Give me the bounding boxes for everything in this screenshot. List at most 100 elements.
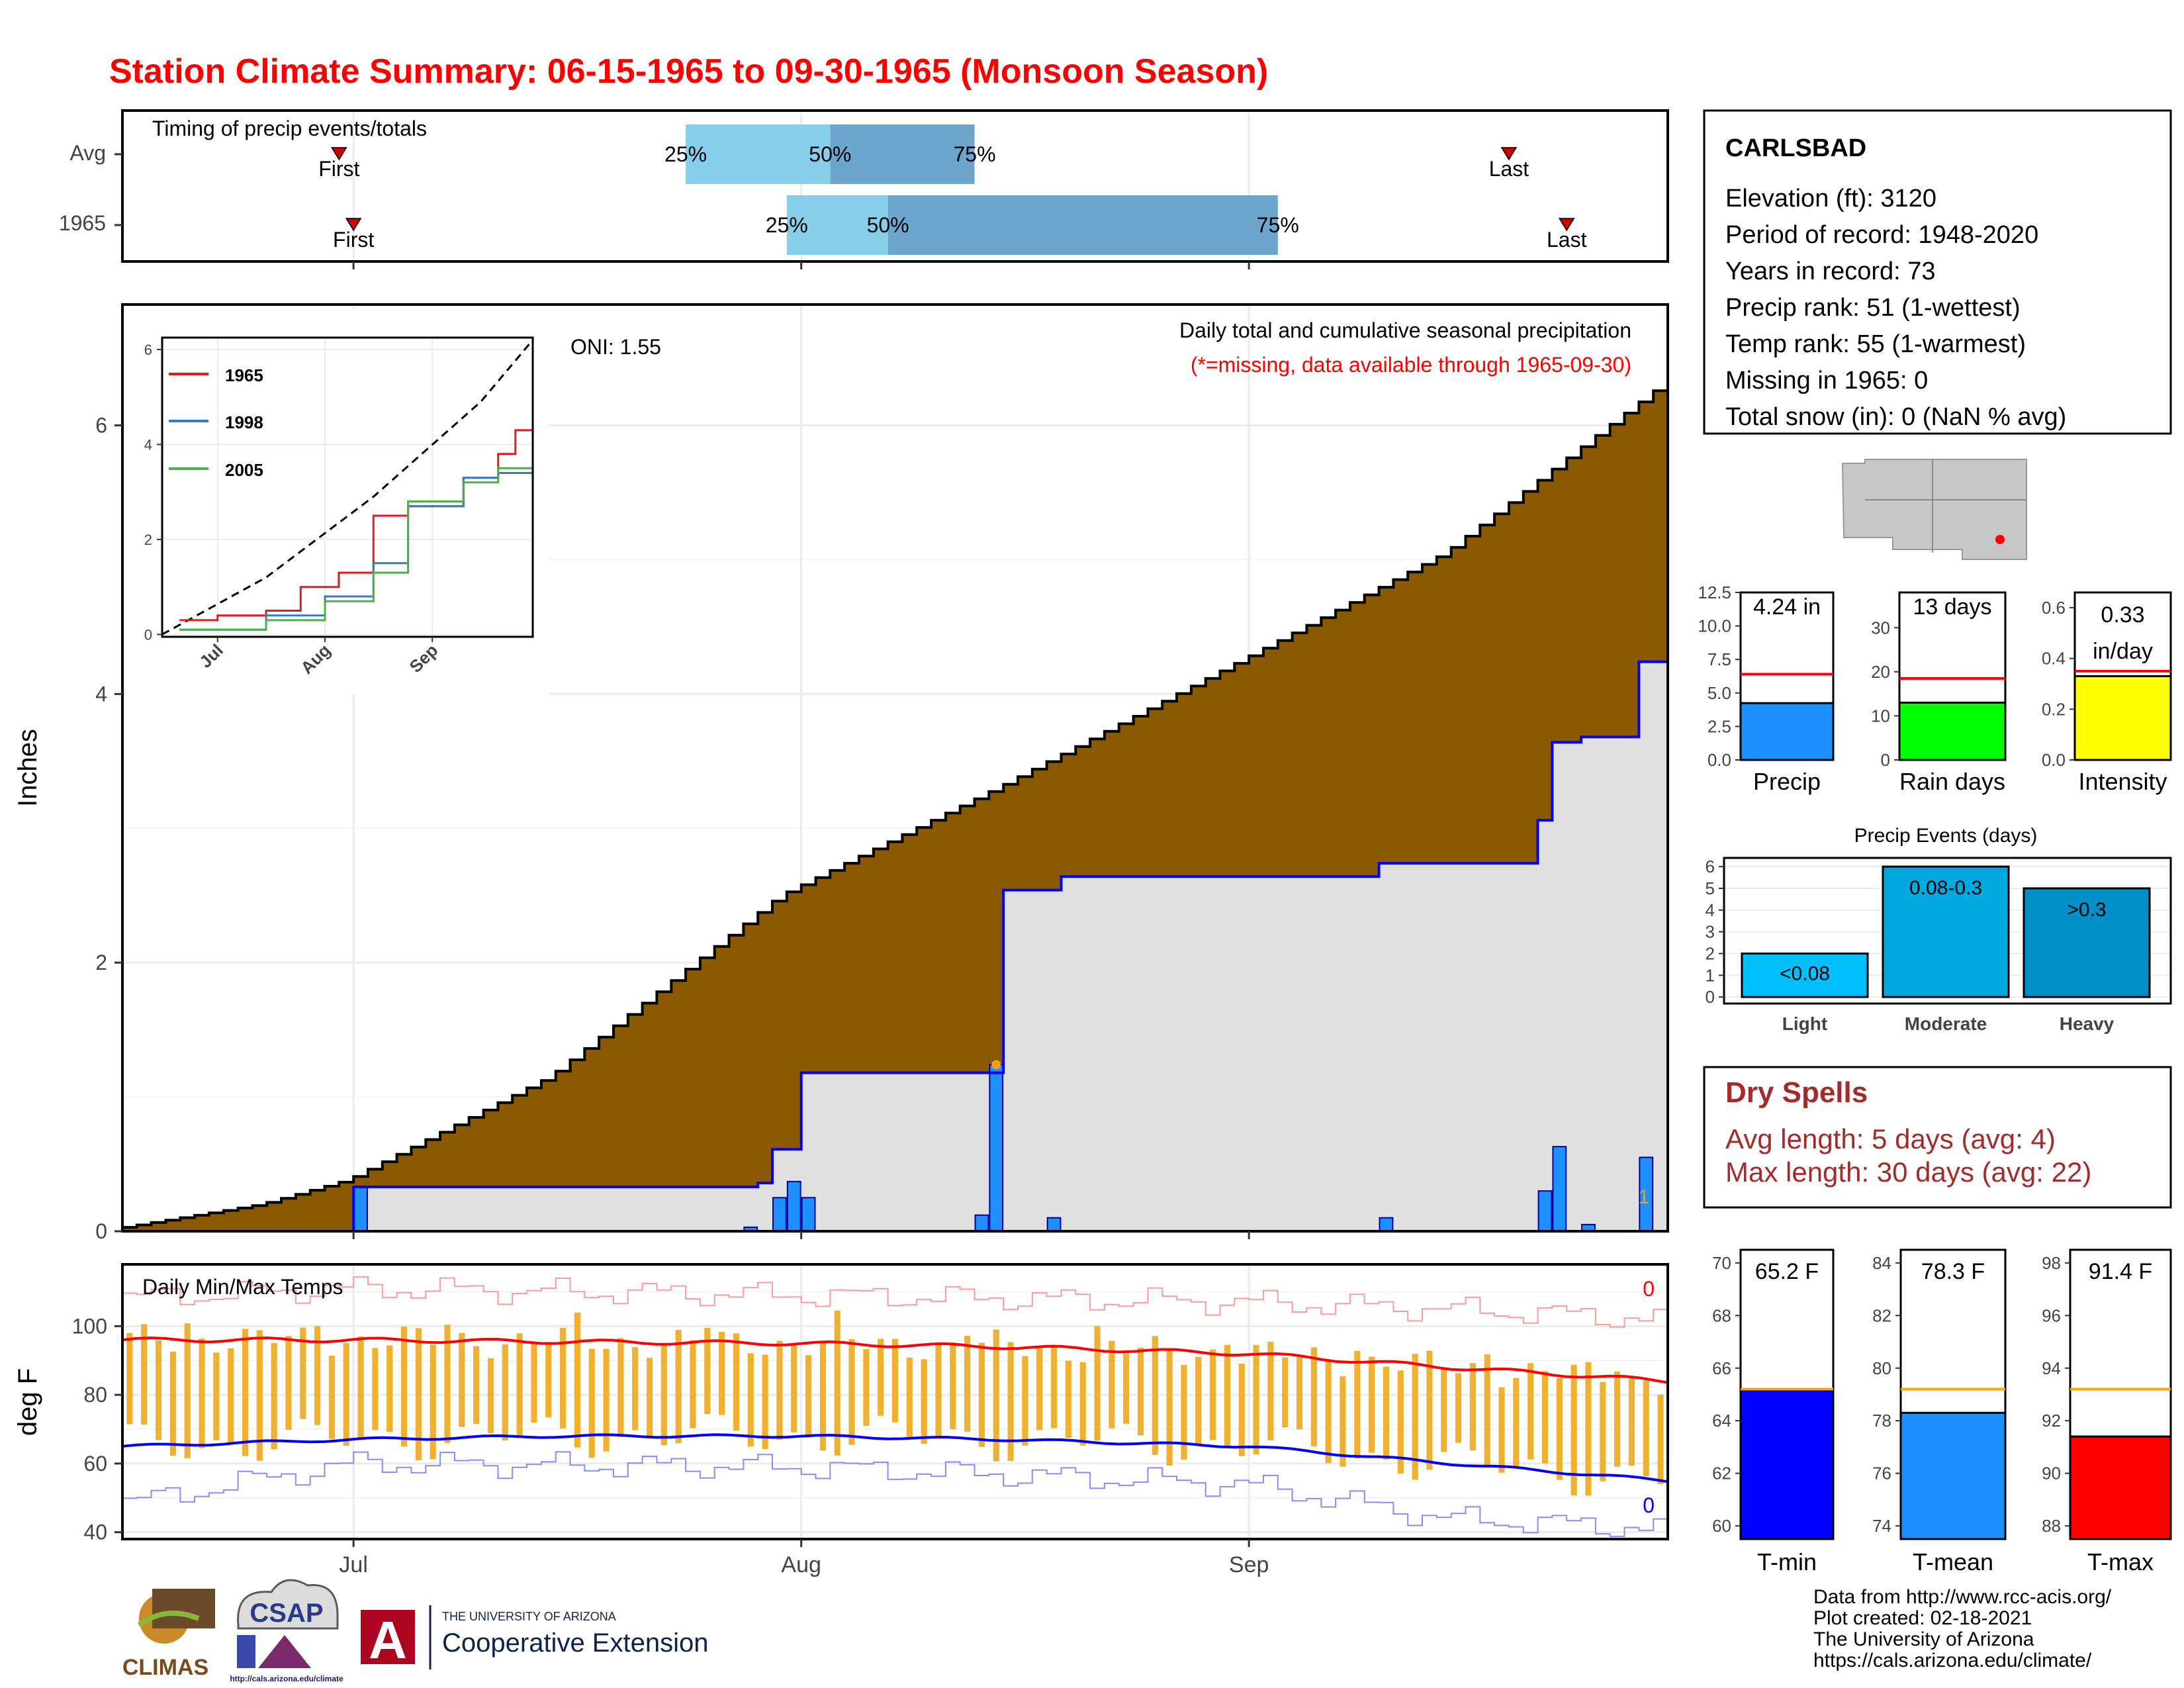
event-bar [2023, 887, 2151, 998]
timing-last-label: Last [1489, 157, 1529, 181]
climas-wordmark: CLIMAS [122, 1655, 208, 1680]
daily-temp-bar [1310, 1347, 1317, 1446]
precip-y-tick-label: 4 [95, 682, 107, 706]
inset-grid [162, 338, 533, 637]
daily-temp-bar [1513, 1378, 1520, 1468]
daily-temp-bar [1657, 1394, 1664, 1485]
daily-temp-bar [1325, 1359, 1332, 1464]
daily-temp-bar [1484, 1354, 1490, 1466]
temp-y-tick-label: 60 [83, 1452, 107, 1476]
daily-temp-bar [1614, 1371, 1621, 1467]
temp-bar-y-tick-label: 66 [1712, 1358, 1731, 1378]
station-location-marker [1995, 535, 2005, 544]
inset-y-tick-label: 6 [144, 342, 152, 358]
daily-temp-bar [1397, 1370, 1404, 1474]
temp-bar-value [1899, 1411, 2007, 1540]
precip-events-panel: Precip Events (days) <0.08 0.08-0.3 >0.3 0… [1706, 825, 2172, 1034]
daily-temp-bar [256, 1330, 263, 1461]
daily-temp-bar [415, 1328, 422, 1461]
station-years: Years in record: 73 [1725, 258, 1936, 285]
mini-bar-y-tick-label: 12.5 [1698, 583, 1731, 602]
temp-bar-label: T-max [2087, 1548, 2154, 1575]
mini-bar-value [1739, 702, 1835, 761]
max-day-marker-icon [991, 1060, 1001, 1070]
timing-first-label: First [318, 157, 359, 181]
daily-temp-bar [169, 1351, 176, 1456]
csap-url: http://cals.arizona.edu/climate [230, 1674, 343, 1683]
dry-spells-frame [1703, 1066, 2172, 1209]
daily-temp-bar [1643, 1381, 1649, 1477]
mini-bar-y-tick-label: 30 [1871, 618, 1890, 637]
dry-spells-box: Dry Spells Avg length: 5 days (avg: 4) M… [1703, 1066, 2172, 1209]
csap-mountain-icon [258, 1635, 311, 1668]
temp-y-label: deg F [13, 1368, 42, 1436]
climas-mesa-icon [152, 1589, 215, 1628]
avg-min-temp-line [122, 1433, 1668, 1483]
credit-plot-created: Plot created: 02-18-2021 [1813, 1607, 2032, 1629]
daily-precip-bar [1537, 1190, 1553, 1233]
temp-bar-y-tick-label: 70 [1712, 1253, 1731, 1273]
timing-pct-label: 75% [953, 142, 995, 166]
station-info: CARLSBAD Elevation (ft): 3120 Period of … [1703, 109, 2172, 435]
events-y-tick-label: 2 [1706, 943, 1715, 963]
event-bar-label: 0.08-0.3 [1909, 877, 1982, 899]
daily-temp-bar [300, 1327, 306, 1419]
daily-precip-bar [1046, 1217, 1062, 1233]
footer-credits: Data from http://www.rcc-acis.org/ Plot … [1813, 1586, 2112, 1671]
timing-q1-box [686, 124, 831, 184]
daily-temp-bar [921, 1359, 927, 1444]
temp-bar-y-tick-label: 80 [1872, 1358, 1891, 1378]
daily-temp-bar [1166, 1348, 1173, 1466]
daily-temp-bar [1296, 1357, 1303, 1430]
footer-logos: CLIMAS CSAP http://cals.arizona.edu/clim… [122, 1579, 708, 1683]
daily-temp-bar [704, 1328, 711, 1415]
month-tick-label: Jul [339, 1552, 367, 1577]
daily-temp-bar [1094, 1326, 1101, 1441]
credit-data-source: Data from http://www.rcc-acis.org/ [1813, 1586, 2112, 1608]
mini-bar-y-tick-label: 0.6 [2042, 598, 2066, 618]
daily-temp-bar [271, 1342, 277, 1450]
station-temp-rank: Temp rank: 55 (1-warmest) [1725, 330, 2026, 358]
climas-leaf-icon [137, 1611, 200, 1628]
ua-small-text: THE UNIVERSITY OF ARIZONA [442, 1610, 616, 1623]
daily-temp-bar [560, 1328, 567, 1429]
daily-temp-bar [1354, 1350, 1361, 1459]
daily-temp-bar [1079, 1362, 1086, 1446]
daily-temp-bar [1050, 1344, 1058, 1429]
credit-url: https://cals.arizona.edu/climate/ [1813, 1650, 2092, 1671]
daily-precip-bar [1552, 1146, 1567, 1233]
daily-temp-bar [1238, 1363, 1245, 1456]
timing-q2-box [830, 124, 975, 184]
timing-last-marker-icon [1558, 218, 1575, 232]
daily-temp-bar [791, 1344, 797, 1432]
daily-temp-bar [719, 1331, 725, 1415]
missing-note: (*=missing, data available through 1965-… [1191, 353, 1631, 377]
events-y-tick-label: 4 [1706, 900, 1715, 920]
record-low-line [122, 1451, 1668, 1537]
inset-y-tick-label: 0 [144, 626, 152, 643]
daily-temp-bar [285, 1336, 292, 1430]
timing-pct-label: 50% [809, 142, 851, 166]
daily-temp-bar [430, 1344, 436, 1460]
mini-bar-y-tick-label: 0.0 [1707, 750, 1731, 770]
avg-cumulative-step [122, 389, 1668, 1229]
timing-panel: 25% 50% 75% First Last 25% 50% 75% First Last Tim… [59, 109, 1669, 269]
daily-temp-bar [228, 1348, 234, 1444]
daily-temp-bar [1036, 1347, 1043, 1430]
daily-temp-bar [1007, 1342, 1014, 1461]
daily-temp-bar [834, 1310, 841, 1456]
map-region-shape [1841, 459, 2027, 560]
temp-bar-y-tick-label: 84 [1872, 1253, 1891, 1273]
temp-bar-y-tick-label: 82 [1872, 1305, 1891, 1325]
daily-temp-bar [357, 1336, 364, 1440]
timing-pct-label: 50% [867, 213, 909, 237]
daily-precip-bar [1379, 1217, 1394, 1233]
inset-y-tick-label: 2 [144, 532, 152, 548]
daily-temp-bar [1600, 1382, 1606, 1481]
temp-bar-y-tick-label: 94 [2042, 1358, 2061, 1378]
mini-bar-value-text: 13 days [1913, 594, 1991, 620]
timing-last-label: Last [1547, 228, 1587, 252]
daily-temp-bar [516, 1333, 523, 1436]
events-cat-light: Light [1782, 1013, 1827, 1034]
